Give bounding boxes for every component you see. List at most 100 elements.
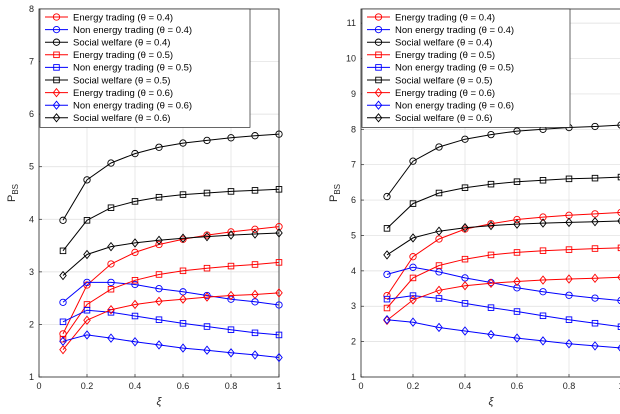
- legend-label: Social welfare (θ = 0.4): [73, 38, 170, 49]
- y-tick-label: 6: [29, 109, 34, 119]
- legend-swatch-marker: [375, 51, 382, 59]
- data-point: [227, 134, 235, 142]
- legend-swatch-marker: [53, 51, 60, 59]
- x-tick-label: 0.6: [177, 381, 190, 391]
- y-tick-label: 3: [29, 267, 34, 277]
- data-point: [539, 336, 547, 346]
- legend-label: Energy trading (θ = 0.5): [395, 50, 495, 61]
- data-point: [383, 192, 391, 201]
- data-point: [435, 189, 443, 197]
- legend: Energy trading (θ = 0.4) Non energy tradi…: [39, 8, 251, 128]
- data-point: [227, 262, 235, 270]
- y-tick-label: 4: [351, 266, 356, 276]
- data-point: [539, 288, 547, 296]
- data-point: [591, 216, 599, 227]
- data-point: [409, 317, 417, 327]
- data-point: [227, 230, 235, 240]
- data-point: [179, 294, 187, 304]
- legend-entry: Energy trading (θ = 0.4): [367, 12, 495, 23]
- series-4: [59, 259, 283, 343]
- data-point: [513, 276, 521, 287]
- legend-label: Non energy trading (θ = 0.6): [395, 101, 514, 112]
- data-point: [409, 253, 417, 261]
- data-point: [203, 323, 211, 330]
- data-point: [251, 261, 259, 268]
- data-point: [617, 344, 620, 352]
- data-point: [275, 352, 283, 363]
- legend-label: Social welfare (θ = 0.5): [73, 75, 170, 86]
- data-point: [275, 222, 283, 231]
- data-point: [617, 323, 620, 331]
- data-point: [409, 233, 417, 243]
- legend-box: [39, 8, 251, 128]
- data-point: [487, 304, 495, 311]
- data-point: [251, 329, 259, 337]
- data-point: [59, 270, 67, 281]
- x-tick-label: 0.4: [459, 381, 472, 391]
- legend-entry: Social welfare (θ = 0.5): [367, 75, 492, 86]
- data-point: [565, 274, 573, 284]
- data-point: [275, 259, 283, 266]
- data-point: [155, 143, 163, 151]
- series-line: [62, 281, 280, 306]
- legend-entry: Energy trading (θ = 0.5): [367, 50, 495, 61]
- y-tick-label: 3: [351, 301, 356, 311]
- data-point: [461, 255, 469, 263]
- data-point: [131, 248, 139, 257]
- legend-entry: Non energy trading (θ = 0.6): [45, 100, 192, 112]
- y-tick-label: 5: [29, 162, 34, 172]
- legend-label: Non energy trading (θ = 0.4): [395, 25, 514, 36]
- legend-entry: Non energy trading (θ = 0.6): [367, 100, 514, 112]
- data-point: [513, 249, 521, 256]
- legend-swatch-marker: [374, 25, 383, 34]
- x-tick-label: 0.4: [129, 381, 142, 391]
- legend-entry: Energy trading (θ = 0.5): [45, 50, 173, 61]
- series-line: [386, 295, 620, 328]
- legend-entry: Social welfare (θ = 0.6): [45, 113, 170, 124]
- data-point: [131, 198, 139, 205]
- data-point: [155, 285, 163, 293]
- series-line: [386, 276, 620, 321]
- series-3: [59, 130, 283, 224]
- x-tick-label: 0.2: [407, 381, 420, 391]
- data-point: [131, 149, 139, 158]
- y-tick-label: 5: [351, 230, 356, 240]
- data-point: [565, 291, 573, 299]
- data-point: [617, 217, 620, 225]
- data-point: [409, 274, 417, 282]
- y-tick-label: 2: [29, 319, 34, 329]
- data-point: [591, 319, 599, 327]
- data-point: [131, 277, 139, 284]
- data-point: [617, 173, 620, 181]
- data-point: [513, 127, 521, 135]
- data-point: [203, 231, 211, 239]
- data-point: [513, 215, 521, 224]
- x-tick-label: 0.8: [225, 381, 238, 391]
- data-point: [409, 263, 417, 271]
- data-point: [409, 292, 417, 299]
- series-8: [383, 314, 620, 352]
- data-point: [487, 220, 495, 231]
- y-tick-label: 7: [351, 160, 356, 170]
- data-point: [107, 304, 115, 315]
- data-point: [251, 225, 259, 233]
- data-point: [131, 280, 139, 289]
- legend-swatch-marker: [374, 87, 383, 98]
- data-point: [461, 280, 469, 291]
- legend-entry: Energy trading (θ = 0.6): [367, 87, 495, 99]
- legend-entry: Social welfare (θ = 0.5): [45, 75, 170, 86]
- data-point: [565, 339, 573, 349]
- data-point: [409, 200, 417, 207]
- series-6: [59, 186, 283, 255]
- y-axis-label: PBS: [6, 184, 20, 202]
- data-point: [275, 130, 283, 138]
- series-2: [59, 278, 283, 309]
- data-point: [251, 132, 259, 140]
- series-9: [59, 228, 283, 281]
- data-point: [179, 267, 187, 275]
- data-point: [179, 233, 187, 243]
- data-point: [275, 331, 283, 339]
- data-point: [435, 262, 443, 269]
- legend-entry: Social welfare (θ = 0.6): [367, 113, 492, 124]
